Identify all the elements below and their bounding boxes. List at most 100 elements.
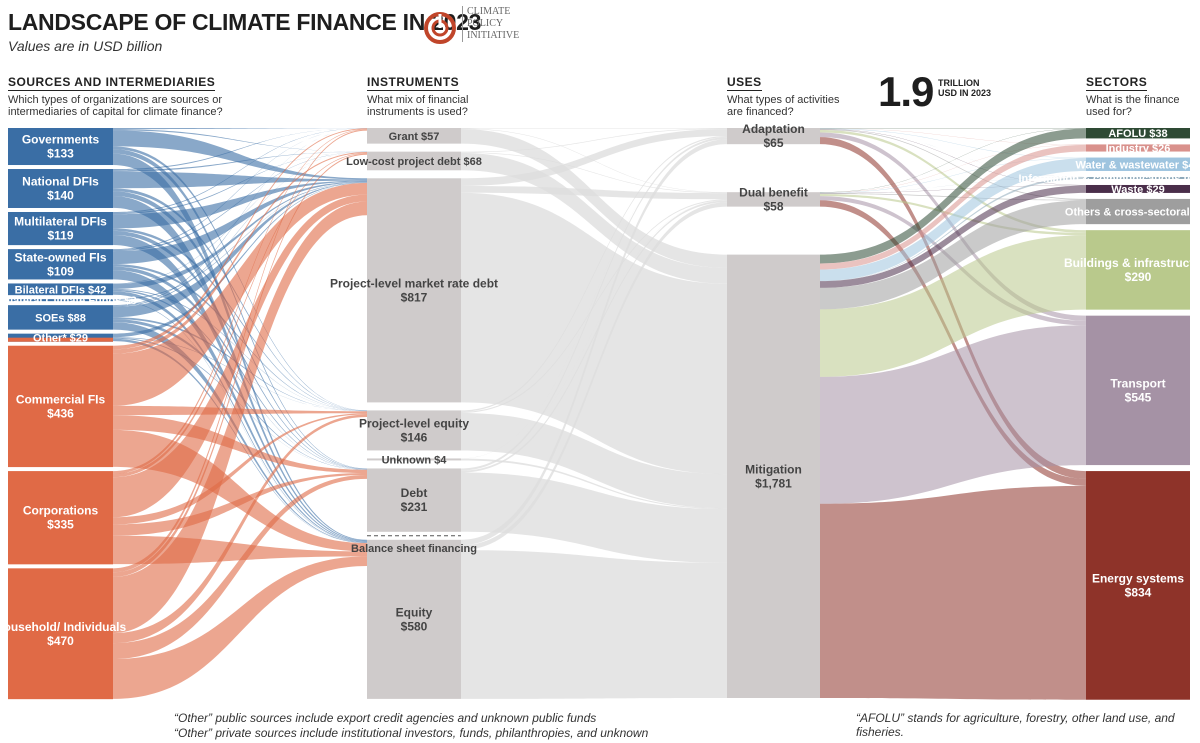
- flow-instrument-use: [461, 128, 727, 129]
- source-label: Other* $29: [33, 333, 88, 345]
- sector-node: [1086, 184, 1190, 193]
- flow-source-instrument: [113, 182, 367, 289]
- flow-source-instrument: [113, 171, 367, 189]
- legend-private: PRIVATE: [99, 716, 147, 728]
- sectors-question: What is the finance used for?: [1086, 94, 1180, 118]
- flow-source-instrument: [113, 234, 367, 543]
- sector-node: [1086, 198, 1190, 225]
- sector-node: [1086, 471, 1190, 700]
- flow-use-sector: [820, 177, 1086, 282]
- instruments-heading: INSTRUMENTS: [367, 75, 460, 91]
- total-unit: TRILLION USD IN 2023: [938, 78, 992, 98]
- source-node: [8, 568, 113, 700]
- sector-node: [1086, 157, 1190, 171]
- page-subtitle: Values are in USD billion: [8, 38, 163, 54]
- instrument-node: [367, 458, 461, 461]
- flow-instrument-use: [461, 185, 727, 200]
- flow-instrument-use: [461, 200, 727, 473]
- sources-heading: SOURCES AND INTERMEDIARIES: [8, 75, 216, 91]
- flow-source-instrument: [113, 182, 367, 301]
- source-label: SOEs $88: [35, 312, 86, 324]
- sector-node: [1086, 128, 1190, 139]
- instrument-label: Equity $580: [396, 605, 433, 633]
- sector-label: Industry $26: [1106, 143, 1171, 155]
- instruments-question: What mix of financial instruments is use…: [367, 94, 469, 118]
- sector-label: Information & communications technology …: [1019, 173, 1200, 185]
- flow-use-sector: [820, 144, 1086, 270]
- use-label: Mitigation $1,781: [745, 462, 802, 490]
- sector-label: Others & cross-sectoral $92: [1065, 207, 1200, 219]
- use-label: Dual benefit $58: [739, 185, 808, 213]
- instrument-node: [367, 539, 461, 699]
- flow-use-sector: [820, 144, 1086, 193]
- flow-source-instrument: [113, 149, 367, 469]
- sector-node: [1086, 315, 1190, 466]
- instrument-node: [367, 151, 461, 171]
- use-label: Adaptation $65: [742, 122, 805, 150]
- node-layer: Governments $133 National DFIs $140 Multilat…: [0, 122, 1200, 700]
- flow-use-sector: [820, 485, 1086, 700]
- flow-use-sector: [820, 132, 1086, 321]
- flow-source-instrument: [113, 130, 367, 180]
- use-node: [727, 192, 820, 207]
- use-node: [727, 254, 820, 699]
- flow-instrument-use: [461, 550, 727, 699]
- flow-source-instrument: [113, 266, 367, 470]
- flow-source-instrument: [113, 180, 367, 229]
- flow-instrument-use: [461, 152, 727, 194]
- flow-source-instrument: [113, 322, 367, 544]
- flow-source-instrument: [113, 129, 367, 152]
- total-value: 1.9: [878, 68, 934, 115]
- instrument-node: [367, 178, 461, 403]
- source-node: [8, 283, 113, 296]
- flow-use-sector: [820, 128, 1086, 193]
- instrument-label: Project-level market rate debt $817: [330, 276, 498, 304]
- flow-instrument-use: [461, 472, 727, 563]
- flow-source-instrument: [113, 151, 367, 307]
- flow-instrument-use: [461, 458, 727, 510]
- flow-source-instrument: [113, 194, 367, 518]
- use-node: [727, 128, 820, 145]
- legend-public: PUBLIC: [22, 716, 64, 728]
- note-afolu: “AFOLU” stands for agriculture, forestry…: [856, 711, 1175, 739]
- flow-source-instrument: [113, 338, 367, 544]
- flow-use-sector: [820, 177, 1086, 194]
- flow-use-sector: [820, 128, 1086, 178]
- sector-node: [1086, 176, 1190, 179]
- flow-instrument-use: [461, 137, 727, 471]
- cpi-logo: [424, 12, 456, 44]
- flow-instrument-use: [461, 200, 727, 459]
- flow-use-sector: [820, 158, 1086, 281]
- instrument-node: [367, 468, 461, 532]
- flow-instrument-use: [461, 152, 727, 284]
- flow-source-instrument: [113, 151, 367, 172]
- page-title: LANDSCAPE OF CLIMATE FINANCE IN 2023: [8, 9, 482, 35]
- flow-source-instrument: [113, 289, 367, 470]
- flow-source-instrument: [113, 151, 367, 215]
- flow-source-instrument: [113, 181, 367, 265]
- flow-source-instrument: [113, 128, 367, 171]
- flow-source-instrument: [113, 473, 367, 536]
- sector-label: Transport $545: [1110, 376, 1165, 404]
- flow-source-instrument: [113, 128, 367, 130]
- source-label: Multilateral Climate Funds $3: [0, 295, 137, 307]
- source-label: Commercial FIs $436: [16, 392, 106, 420]
- flow-use-sector: [820, 200, 1086, 310]
- flow-source-instrument: [113, 182, 367, 318]
- source-node: [8, 211, 113, 246]
- flow-source-instrument: [113, 182, 367, 338]
- source-label: Governments $133: [22, 133, 100, 161]
- flow-source-instrument: [113, 201, 367, 634]
- flow-source-instrument: [113, 414, 367, 644]
- flow-source-instrument: [113, 129, 367, 474]
- flow-instrument-use: [461, 129, 727, 268]
- sector-label: AFOLU $38: [1108, 128, 1167, 140]
- flow-layer: [113, 128, 1086, 700]
- flow-use-sector: [820, 158, 1086, 194]
- source-node: [8, 471, 113, 565]
- sector-label: Waste $29: [1111, 184, 1164, 196]
- source-label: Bilateral DFIs $42: [15, 284, 107, 296]
- instrument-label: Project-level equity $146: [359, 416, 469, 444]
- balance-sheet-label: Balance sheet financing: [351, 543, 477, 555]
- flow-instrument-use: [461, 412, 727, 509]
